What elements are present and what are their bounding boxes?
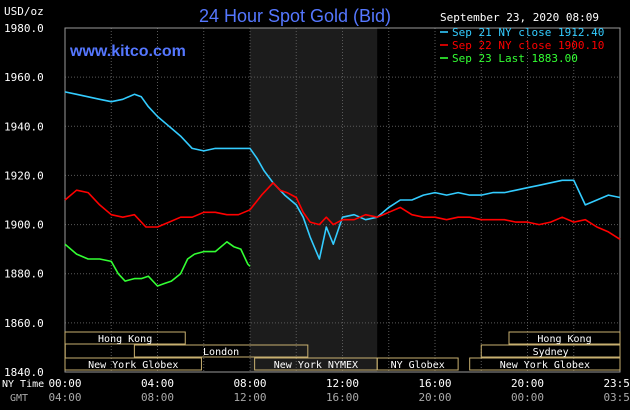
session-label: Hong Kong bbox=[98, 334, 152, 345]
chart-title: 24 Hour Spot Gold (Bid) bbox=[199, 6, 391, 26]
session-bar-outline bbox=[480, 344, 621, 358]
session-bar: Hong Kong bbox=[508, 331, 621, 345]
x-tick-label-gmt: 00:00 bbox=[511, 391, 544, 404]
x-tick-label-ny: 08:00 bbox=[233, 377, 266, 390]
session-bar: London bbox=[133, 344, 309, 358]
y-unit-label: USD/oz bbox=[4, 5, 44, 18]
legend-label: Sep 22 NY close 1900.10 bbox=[452, 39, 604, 52]
session-label: Hong Kong bbox=[537, 334, 591, 345]
legend-item: Sep 23 Last 1883.00 bbox=[440, 52, 578, 65]
session-bar: Hong Kong bbox=[64, 331, 186, 345]
session-label: London bbox=[203, 347, 239, 358]
x-tick-label-ny: 04:00 bbox=[141, 377, 174, 390]
x-tick-label-gmt: 03:59 bbox=[603, 391, 630, 404]
gmt-label: GMT bbox=[10, 393, 28, 404]
y-tick-label: 1840.0 bbox=[4, 366, 44, 379]
y-tick-label: 1980.0 bbox=[4, 22, 44, 35]
x-axis-ticks: 00:0004:0004:0008:0008:0012:0012:0016:00… bbox=[48, 377, 630, 404]
session-bar-outline bbox=[469, 357, 621, 371]
session-bar-outline bbox=[133, 344, 309, 358]
session-label: New York Globex bbox=[88, 360, 178, 371]
x-tick-label-gmt: 08:00 bbox=[141, 391, 174, 404]
session-bar-outline bbox=[508, 331, 621, 345]
series-layer bbox=[64, 91, 621, 287]
y-axis-ticks: 1980.0 1960.0 1940.0 1920.0 1900.0 1880.0 1860… bbox=[4, 22, 44, 379]
x-tick-label-ny: 00:00 bbox=[48, 377, 81, 390]
session-label: New York NYMEX bbox=[274, 360, 358, 371]
y-tick-label: 1920.0 bbox=[4, 169, 44, 182]
session-label: NY Globex bbox=[391, 360, 445, 371]
timestamp: September 23, 2020 08:09 bbox=[440, 11, 599, 24]
y-tick-label: 1880.0 bbox=[4, 268, 44, 281]
session-bar: NY Globex bbox=[376, 357, 459, 371]
session-bars: Hong Kong London New York Globex New York N… bbox=[64, 331, 621, 371]
y-tick-label: 1940.0 bbox=[4, 120, 44, 133]
nymex-session-highlight bbox=[250, 28, 378, 372]
series-line-2 bbox=[64, 182, 621, 240]
legend-item: Sep 21 NY close 1912.40 bbox=[440, 26, 604, 39]
legend-label: Sep 21 NY close 1912.40 bbox=[452, 26, 604, 39]
session-label: Sydney bbox=[533, 347, 569, 358]
x-tick-label-gmt: 20:00 bbox=[418, 391, 451, 404]
site-watermark: www.kitco.com bbox=[69, 43, 186, 60]
y-tick-label: 1900.0 bbox=[4, 219, 44, 232]
series-line-1 bbox=[64, 91, 621, 260]
session-bar-outline bbox=[64, 331, 186, 345]
session-bar-outline bbox=[376, 357, 459, 371]
x-tick-label-ny: 20:00 bbox=[511, 377, 544, 390]
x-tick-label-ny: 23:59 bbox=[603, 377, 630, 390]
x-tick-label-ny: 12:00 bbox=[326, 377, 359, 390]
legend-item: Sep 22 NY close 1900.10 bbox=[440, 39, 604, 52]
x-tick-label-ny: 16:00 bbox=[418, 377, 451, 390]
legend-label: Sep 23 Last 1883.00 bbox=[452, 52, 578, 65]
session-bar-outline bbox=[64, 357, 202, 371]
x-tick-label-gmt: 12:00 bbox=[233, 391, 266, 404]
session-bar: Sydney bbox=[480, 344, 621, 358]
session-label: New York Globex bbox=[500, 360, 590, 371]
session-bar: New York Globex bbox=[64, 357, 202, 371]
y-tick-label: 1860.0 bbox=[4, 317, 44, 330]
ny-time-label: NY Time bbox=[2, 379, 44, 390]
x-tick-label-gmt: 04:00 bbox=[48, 391, 81, 404]
x-tick-label-gmt: 16:00 bbox=[326, 391, 359, 404]
y-tick-label: 1960.0 bbox=[4, 71, 44, 84]
session-bar: New York Globex bbox=[469, 357, 621, 371]
series-line-3 bbox=[64, 241, 251, 287]
